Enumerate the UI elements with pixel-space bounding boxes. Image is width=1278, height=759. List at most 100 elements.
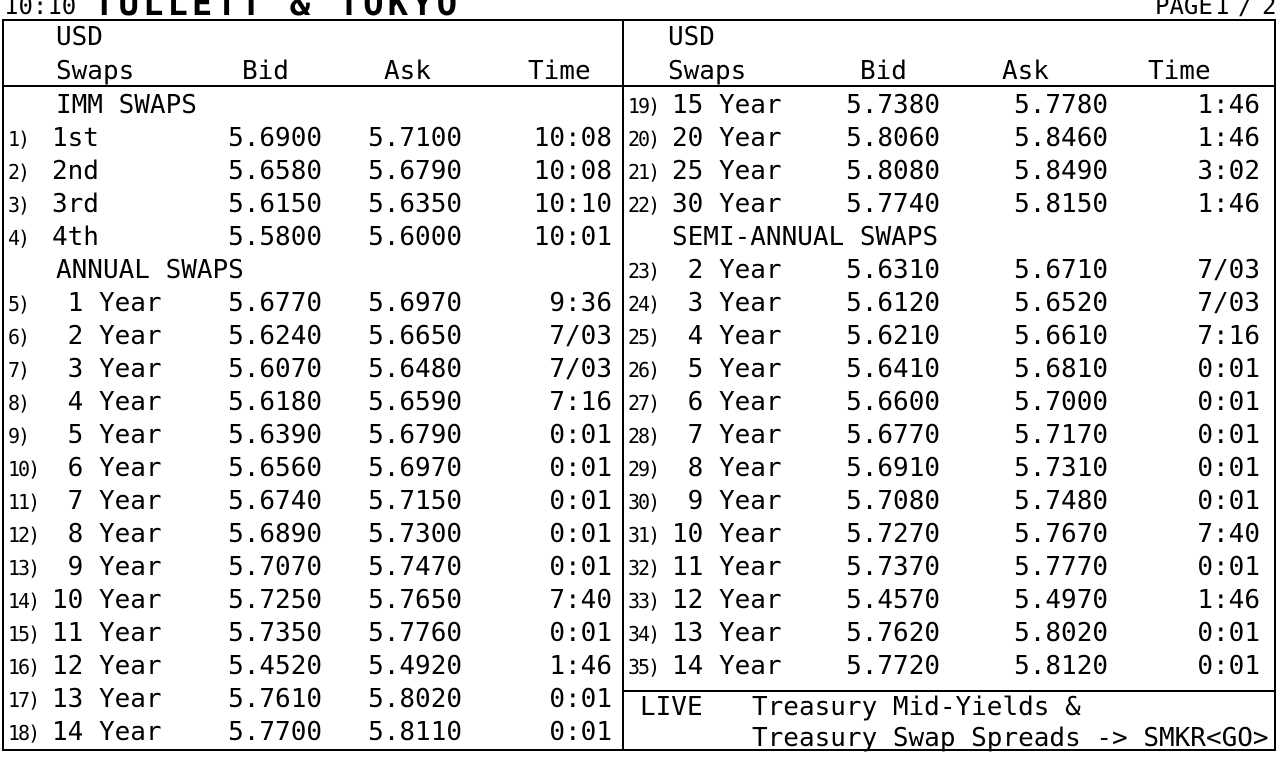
bid-value: 5.6560 xyxy=(228,453,322,483)
bid-value: 5.5800 xyxy=(228,222,322,252)
tenor-label: 3rd xyxy=(52,189,99,219)
bid-value: 5.7740 xyxy=(846,189,940,219)
time-value: 7/03 xyxy=(1197,255,1260,285)
time-value: 7/03 xyxy=(549,354,612,384)
row-index[interactable]: 12) xyxy=(8,523,40,547)
time-value: 0:01 xyxy=(549,453,612,483)
row-index[interactable]: 5) xyxy=(8,292,30,316)
right-header-time: Time xyxy=(1148,56,1211,86)
tenor-label: 3 Year xyxy=(52,354,162,384)
time-value: 0:01 xyxy=(549,420,612,450)
row-index[interactable]: 35) xyxy=(628,655,660,679)
bid-value: 5.6890 xyxy=(228,519,322,549)
tenor-label: 2nd xyxy=(52,156,99,186)
row-index[interactable]: 23) xyxy=(628,259,660,283)
row-index[interactable]: 25) xyxy=(628,325,660,349)
bid-value: 5.6180 xyxy=(228,387,322,417)
section-heading: IMM SWAPS xyxy=(56,90,197,120)
bid-value: 5.8060 xyxy=(846,123,940,153)
left-header-swaps: Swaps xyxy=(56,56,135,86)
tenor-label: 6 Year xyxy=(52,453,162,483)
row-index[interactable]: 6) xyxy=(8,325,30,349)
section-heading: ANNUAL SWAPS xyxy=(56,255,244,285)
ask-value: 5.7300 xyxy=(368,519,462,549)
header-divider xyxy=(2,85,1276,87)
time-value: 3:02 xyxy=(1197,156,1260,186)
bid-value: 5.7620 xyxy=(846,618,940,648)
row-index[interactable]: 31) xyxy=(628,523,660,547)
bid-value: 5.6900 xyxy=(228,123,322,153)
bid-value: 5.7370 xyxy=(846,552,940,582)
row-index[interactable]: 27) xyxy=(628,391,660,415)
row-index[interactable]: 11) xyxy=(8,490,40,514)
ask-value: 5.6480 xyxy=(368,354,462,384)
row-index[interactable]: 14) xyxy=(8,589,40,613)
row-index[interactable]: 21) xyxy=(628,160,660,184)
ask-value: 5.7650 xyxy=(368,585,462,615)
ask-value: 5.6610 xyxy=(1014,321,1108,351)
row-index[interactable]: 18) xyxy=(8,721,40,745)
tenor-label: 9 Year xyxy=(672,486,782,516)
row-index[interactable]: 7) xyxy=(8,358,30,382)
row-index[interactable]: 13) xyxy=(8,556,40,580)
row-index[interactable]: 16) xyxy=(8,655,40,679)
row-index[interactable]: 10) xyxy=(8,457,40,481)
tenor-label: 4th xyxy=(52,222,99,252)
row-index[interactable]: 34) xyxy=(628,622,660,646)
row-index[interactable]: 15) xyxy=(8,622,40,646)
tenor-label: 4 Year xyxy=(672,321,782,351)
row-index[interactable]: 29) xyxy=(628,457,660,481)
time-value: 10:01 xyxy=(533,222,612,252)
live-info-line2[interactable]: Treasury Swap Spreads -> SMKR<GO> xyxy=(752,723,1269,753)
bid-value: 5.6770 xyxy=(846,420,940,450)
row-index[interactable]: 32) xyxy=(628,556,660,580)
tenor-label: 2 Year xyxy=(672,255,782,285)
row-index[interactable]: 9) xyxy=(8,424,30,448)
time-value: 0:01 xyxy=(549,618,612,648)
time-value: 1:46 xyxy=(1197,123,1260,153)
ask-value: 5.6650 xyxy=(368,321,462,351)
row-index[interactable]: 19) xyxy=(628,94,660,118)
footer-box-top xyxy=(622,690,1276,692)
bid-value: 5.7250 xyxy=(228,585,322,615)
bid-value: 5.6310 xyxy=(846,255,940,285)
row-index[interactable]: 28) xyxy=(628,424,660,448)
row-index[interactable]: 30) xyxy=(628,490,660,514)
ask-value: 5.7780 xyxy=(1014,90,1108,120)
tenor-label: 20 Year xyxy=(672,123,782,153)
row-index[interactable]: 22) xyxy=(628,193,660,217)
ask-value: 5.6000 xyxy=(368,222,462,252)
page-title: TULLETT & TOKYO xyxy=(94,0,461,19)
ask-value: 5.4920 xyxy=(368,651,462,681)
live-label: LIVE xyxy=(640,692,703,722)
bid-value: 5.6070 xyxy=(228,354,322,384)
tenor-label: 3 Year xyxy=(672,288,782,318)
tenor-label: 2 Year xyxy=(52,321,162,351)
row-index[interactable]: 20) xyxy=(628,127,660,151)
page-current: 1 xyxy=(1215,0,1230,19)
tenor-label: 11 Year xyxy=(672,552,782,582)
row-index[interactable]: 33) xyxy=(628,589,660,613)
tenor-label: 12 Year xyxy=(52,651,162,681)
bid-value: 5.6120 xyxy=(846,288,940,318)
right-header-bid: Bid xyxy=(860,56,907,86)
row-index[interactable]: 4) xyxy=(8,226,30,250)
tenor-label: 12 Year xyxy=(672,585,782,615)
bid-value: 5.7070 xyxy=(228,552,322,582)
tenor-label: 14 Year xyxy=(672,651,782,681)
row-index[interactable]: 3) xyxy=(8,193,30,217)
row-index[interactable]: 24) xyxy=(628,292,660,316)
row-index[interactable]: 2) xyxy=(8,160,30,184)
tenor-label: 30 Year xyxy=(672,189,782,219)
frame-left xyxy=(2,19,4,751)
tenor-label: 9 Year xyxy=(52,552,162,582)
row-index[interactable]: 8) xyxy=(8,391,30,415)
bid-value: 5.7350 xyxy=(228,618,322,648)
page-separator: / xyxy=(1238,0,1253,19)
row-index[interactable]: 26) xyxy=(628,358,660,382)
panel-divider xyxy=(622,19,624,751)
row-index[interactable]: 17) xyxy=(8,688,40,712)
ask-value: 5.6350 xyxy=(368,189,462,219)
tenor-label: 7 Year xyxy=(52,486,162,516)
row-index[interactable]: 1) xyxy=(8,127,30,151)
